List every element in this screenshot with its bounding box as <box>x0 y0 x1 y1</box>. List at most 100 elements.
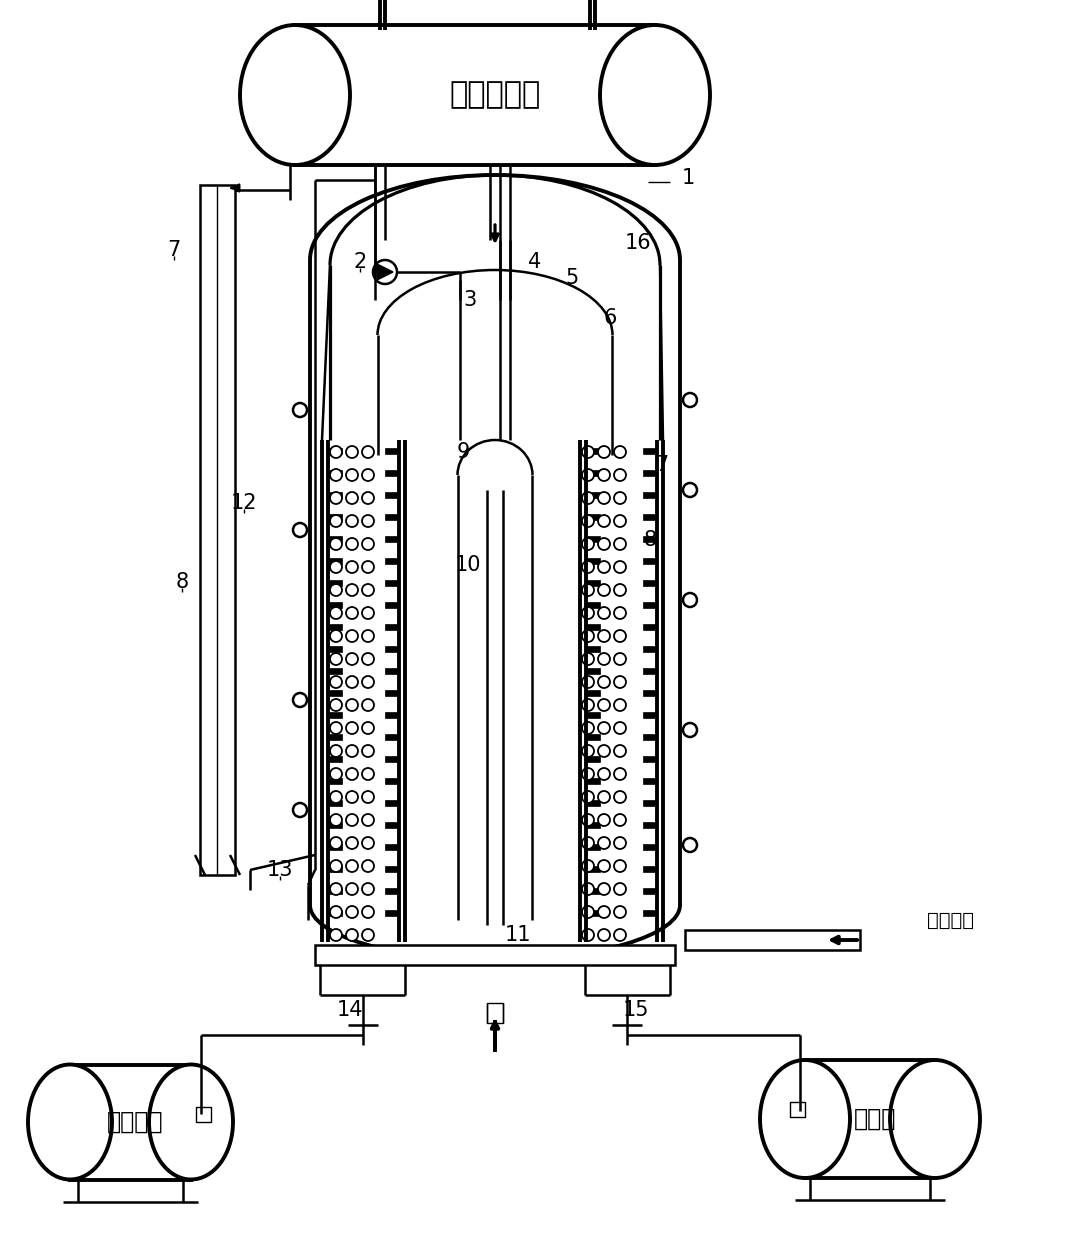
Bar <box>586 646 600 652</box>
Bar <box>586 777 600 784</box>
Bar <box>328 865 342 872</box>
Circle shape <box>362 860 374 872</box>
Bar <box>328 712 342 718</box>
Circle shape <box>614 929 626 941</box>
Text: 16: 16 <box>625 234 652 252</box>
Circle shape <box>614 492 626 504</box>
Bar <box>643 844 657 850</box>
Circle shape <box>346 446 358 458</box>
Text: 15: 15 <box>623 1000 650 1020</box>
Circle shape <box>582 722 594 734</box>
Circle shape <box>346 607 358 619</box>
Bar <box>385 821 399 828</box>
Circle shape <box>614 561 626 573</box>
Circle shape <box>683 838 697 852</box>
Text: 12: 12 <box>230 494 257 512</box>
Bar <box>643 514 657 520</box>
Bar <box>328 624 342 631</box>
Circle shape <box>330 676 342 688</box>
Circle shape <box>598 584 610 597</box>
Circle shape <box>683 484 697 497</box>
Bar <box>685 929 860 950</box>
Circle shape <box>614 906 626 918</box>
Circle shape <box>362 468 374 481</box>
Bar <box>328 844 342 850</box>
Bar <box>586 690 600 696</box>
Bar <box>295 25 655 165</box>
Text: 8: 8 <box>176 571 189 592</box>
Circle shape <box>362 906 374 918</box>
Ellipse shape <box>149 1065 233 1179</box>
Text: 淡水罐: 淡水罐 <box>853 1107 896 1130</box>
Bar <box>328 492 342 497</box>
Text: 3: 3 <box>463 290 477 310</box>
Circle shape <box>598 906 610 918</box>
Circle shape <box>683 723 697 737</box>
Bar <box>586 734 600 740</box>
Text: 进料原水: 进料原水 <box>926 911 973 929</box>
Circle shape <box>293 803 307 816</box>
Circle shape <box>614 607 626 619</box>
Circle shape <box>346 836 358 849</box>
Bar <box>385 865 399 872</box>
Circle shape <box>362 492 374 504</box>
Circle shape <box>582 860 594 872</box>
Circle shape <box>330 883 342 896</box>
Circle shape <box>346 791 358 803</box>
Bar <box>328 888 342 894</box>
Circle shape <box>598 492 610 504</box>
Bar <box>643 580 657 587</box>
Circle shape <box>346 860 358 872</box>
Circle shape <box>293 693 307 707</box>
Ellipse shape <box>600 25 710 165</box>
Text: 8: 8 <box>643 530 656 550</box>
Bar <box>385 777 399 784</box>
Circle shape <box>346 883 358 896</box>
Circle shape <box>582 561 594 573</box>
Circle shape <box>373 260 397 284</box>
Circle shape <box>330 700 342 711</box>
Circle shape <box>614 515 626 528</box>
Circle shape <box>346 492 358 504</box>
Circle shape <box>362 883 374 896</box>
Bar <box>643 470 657 476</box>
Circle shape <box>330 515 342 528</box>
Circle shape <box>598 446 610 458</box>
Bar <box>385 470 399 476</box>
Circle shape <box>598 700 610 711</box>
Circle shape <box>614 767 626 780</box>
Bar <box>385 646 399 652</box>
Circle shape <box>362 791 374 803</box>
Text: 14: 14 <box>337 1000 363 1020</box>
Circle shape <box>582 676 594 688</box>
Bar <box>385 514 399 520</box>
Circle shape <box>598 929 610 941</box>
Circle shape <box>346 814 358 826</box>
Bar <box>328 690 342 696</box>
Circle shape <box>582 538 594 550</box>
Circle shape <box>598 860 610 872</box>
Ellipse shape <box>760 1060 850 1178</box>
Text: 1: 1 <box>682 168 695 188</box>
Polygon shape <box>377 264 393 280</box>
Circle shape <box>582 745 594 757</box>
Circle shape <box>346 584 358 597</box>
Bar <box>328 558 342 564</box>
Bar <box>586 800 600 806</box>
Circle shape <box>362 767 374 780</box>
Circle shape <box>330 906 342 918</box>
Bar <box>385 558 399 564</box>
Bar <box>586 712 600 718</box>
Bar <box>586 821 600 828</box>
Circle shape <box>362 745 374 757</box>
Circle shape <box>330 860 342 872</box>
Circle shape <box>614 700 626 711</box>
Bar <box>643 492 657 497</box>
Bar <box>586 448 600 453</box>
Circle shape <box>582 929 594 941</box>
Circle shape <box>598 607 610 619</box>
Circle shape <box>614 860 626 872</box>
Circle shape <box>362 607 374 619</box>
Bar <box>487 1004 503 1022</box>
Circle shape <box>362 446 374 458</box>
